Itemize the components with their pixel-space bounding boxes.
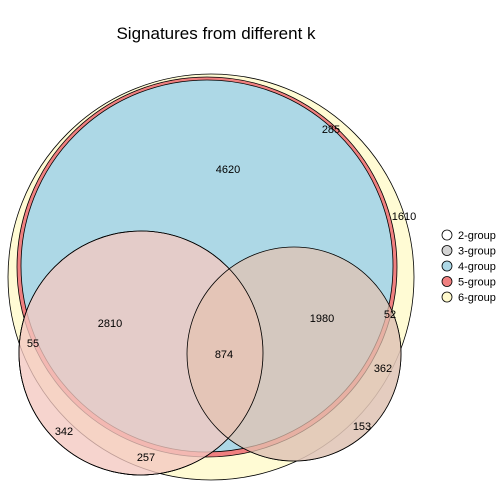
- set-2-group-outline: [18, 230, 264, 476]
- legend-label-3: 4-group: [458, 261, 496, 273]
- region-count-ring-top: 285: [322, 124, 340, 136]
- region-count-only-4: 4620: [216, 164, 240, 176]
- region-count-center: 874: [215, 349, 233, 361]
- region-count-ring-right: 1610: [392, 211, 416, 223]
- set-3-group-overlap: [186, 246, 402, 462]
- legend-swatch-2: [441, 245, 453, 256]
- legend-swatch-5: [441, 291, 453, 303]
- legend-label-2: 3-group: [458, 246, 496, 258]
- legend-swatch-1: [441, 229, 453, 241]
- region-count-bottom-left: 342: [55, 426, 73, 438]
- legend-swatch-4: [441, 276, 453, 287]
- legend-label-4: 5-group: [458, 277, 496, 289]
- region-count-left-edge: 55: [27, 338, 39, 350]
- legend: 2-group 3-group 4-group 5-group 6-group: [441, 229, 496, 304]
- diagram-title: Signatures from different k: [116, 24, 316, 43]
- legend-swatch-3: [441, 260, 453, 272]
- legend-label-5: 6-group: [458, 292, 496, 304]
- region-count-right-overlap: 1980: [310, 313, 334, 325]
- legend-label-1: 2-group: [458, 230, 496, 242]
- region-count-bottom-center: 257: [137, 452, 155, 464]
- region-count-bottom-right: 153: [353, 421, 371, 433]
- region-count-right-edge: 52: [384, 309, 396, 321]
- region-count-left-overlap: 2810: [98, 318, 122, 330]
- region-count-right-lower: 362: [374, 363, 392, 375]
